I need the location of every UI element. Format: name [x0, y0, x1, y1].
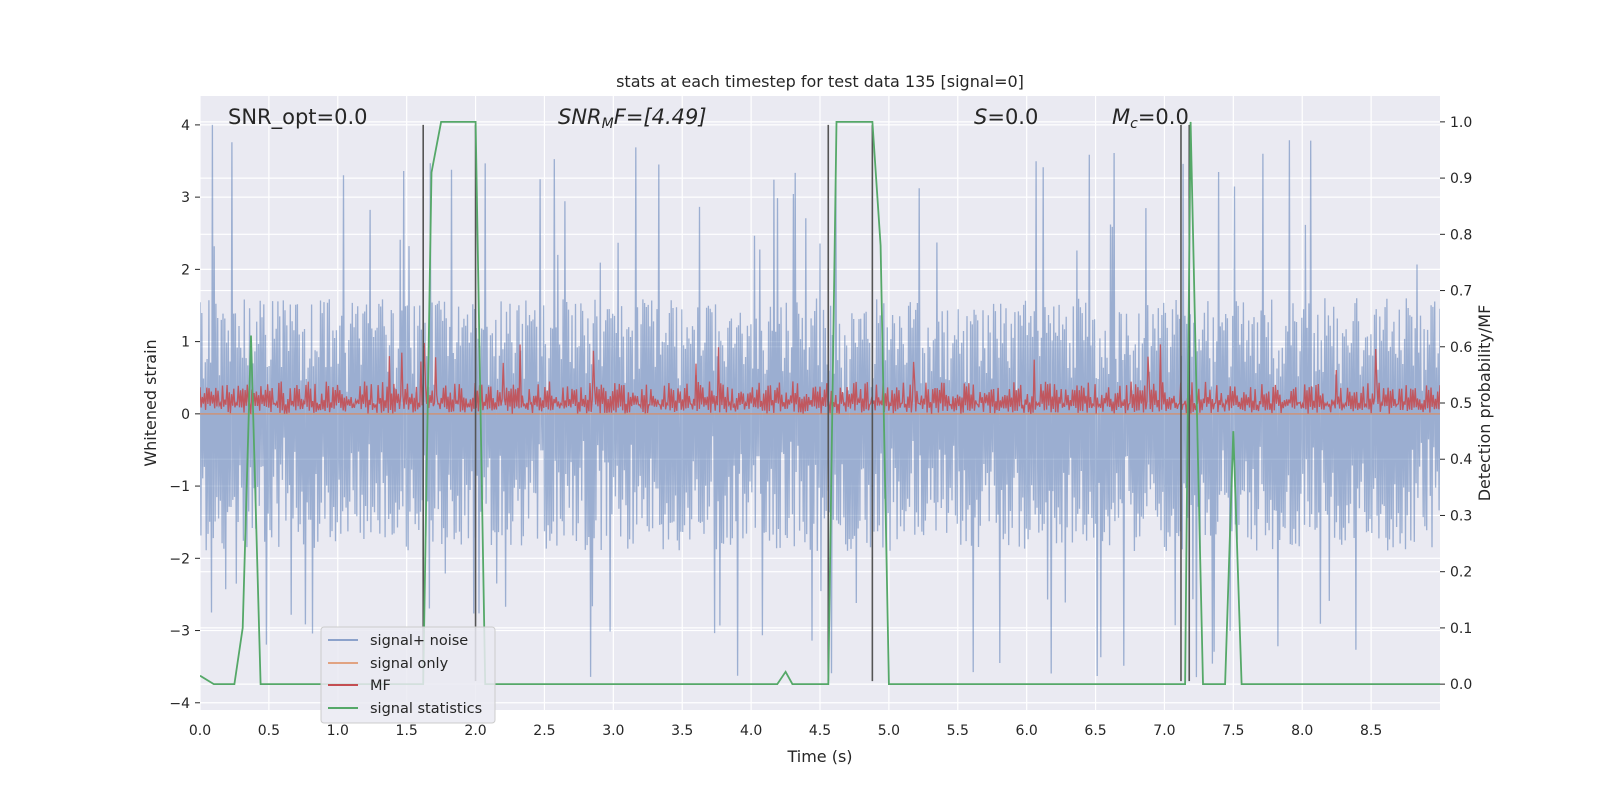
y-tick-label: 0: [181, 407, 190, 423]
x-tick-label: 3.0: [602, 723, 624, 739]
x-tick-label: 0.0: [189, 723, 211, 739]
mc-rest: =0.0: [1138, 105, 1189, 129]
mf-line: [200, 342, 1440, 414]
legend-label-mf: MF: [370, 678, 391, 694]
snr-mf-main: SNR: [558, 105, 602, 129]
signal-statistics-line: [200, 121, 1440, 685]
x-tick-label: 4.5: [809, 723, 831, 739]
y2-tick-label: 0.9: [1450, 171, 1472, 187]
y-tick-label: −2: [169, 551, 190, 567]
x-tick-label: 5.0: [878, 723, 900, 739]
snr-mf-sub: M: [602, 116, 614, 132]
x-tick-label: 2.5: [533, 723, 555, 739]
chart-title: stats at each timestep for test data 135…: [616, 72, 1024, 91]
mc-main: M: [1112, 105, 1130, 129]
y2-tick-labels: 0.0 0.1 0.2 0.3 0.4 0.5 0.6 0.7 0.8 0.9 1.0: [1440, 115, 1472, 693]
x-tick-label: 4.0: [740, 723, 762, 739]
x-tick-labels: 0.0 0.5 1.0 1.5 2.0 2.5 3.0 3.5 4.0 4.5 5.0 5.5 6.0 6…: [189, 723, 1382, 739]
y-tick-label: −4: [169, 696, 190, 712]
s-rest: =0.0: [987, 105, 1038, 129]
annotation-snr-opt: SNR_opt=0.0: [228, 105, 368, 130]
y-tick-label: 2: [181, 262, 190, 278]
y2-tick-label: 0.3: [1450, 508, 1472, 524]
legend: signal+ noise signal only MF signal stat…: [320, 626, 496, 724]
x-axis-label: Time (s): [786, 747, 852, 766]
x-tick-label: 0.5: [258, 723, 280, 739]
y-tick-label: 4: [181, 118, 190, 134]
y2-tick-label: 0.0: [1450, 677, 1472, 693]
x-tick-label: 1.0: [327, 723, 349, 739]
x-tick-label: 5.5: [947, 723, 969, 739]
y2-tick-label: 0.1: [1450, 621, 1472, 637]
y2-axis-label: Detection probability/MF: [1475, 305, 1494, 502]
y2-tick-label: 1.0: [1450, 115, 1472, 131]
legend-label-signal-noise: signal+ noise: [370, 633, 468, 649]
y2-tick-label: 0.6: [1450, 340, 1472, 356]
x-tick-label: 7.5: [1222, 723, 1244, 739]
annotation-snr-mf: SNRMF=[4.49]: [558, 105, 707, 132]
annotation-s: S=0.0: [974, 105, 1038, 129]
mf-series: [200, 342, 1440, 414]
x-tick-label: 8.0: [1291, 723, 1313, 739]
y-tick-label: −3: [169, 624, 190, 640]
y2-tick-label: 0.7: [1450, 284, 1472, 300]
legend-box: [320, 626, 496, 724]
y-tick-label: 1: [181, 335, 190, 351]
snr-mf-rest: F=[4.49]: [614, 105, 707, 129]
legend-label-signal-only: signal only: [370, 656, 449, 672]
s-main: S: [974, 105, 987, 129]
y2-tick-label: 0.2: [1450, 565, 1472, 581]
x-tick-label: 6.5: [1084, 723, 1106, 739]
x-tick-label: 3.5: [671, 723, 693, 739]
y2-tick-label: 0.4: [1450, 452, 1472, 468]
x-tick-label: 7.0: [1153, 723, 1175, 739]
y-tick-label: −1: [169, 479, 190, 495]
y-tick-label: 3: [181, 190, 190, 206]
y-tick-labels: −4 −3 −2 −1 0 1 2 3 4: [169, 118, 200, 712]
y2-tick-label: 0.5: [1450, 396, 1472, 412]
y-axis-label: Whitened strain: [141, 339, 160, 466]
vertical-markers: [422, 124, 1191, 682]
legend-label-signal-statistics: signal statistics: [370, 701, 482, 717]
mc-sub: c: [1130, 116, 1138, 132]
x-tick-label: 8.5: [1360, 723, 1382, 739]
x-tick-label: 1.5: [396, 723, 418, 739]
annotation-mc: Mc=0.0: [1112, 105, 1189, 132]
y2-tick-label: 0.8: [1450, 227, 1472, 243]
signal-statistics-series: [200, 121, 1440, 685]
x-tick-label: 6.0: [1016, 723, 1038, 739]
x-tick-label: 2.0: [464, 723, 486, 739]
